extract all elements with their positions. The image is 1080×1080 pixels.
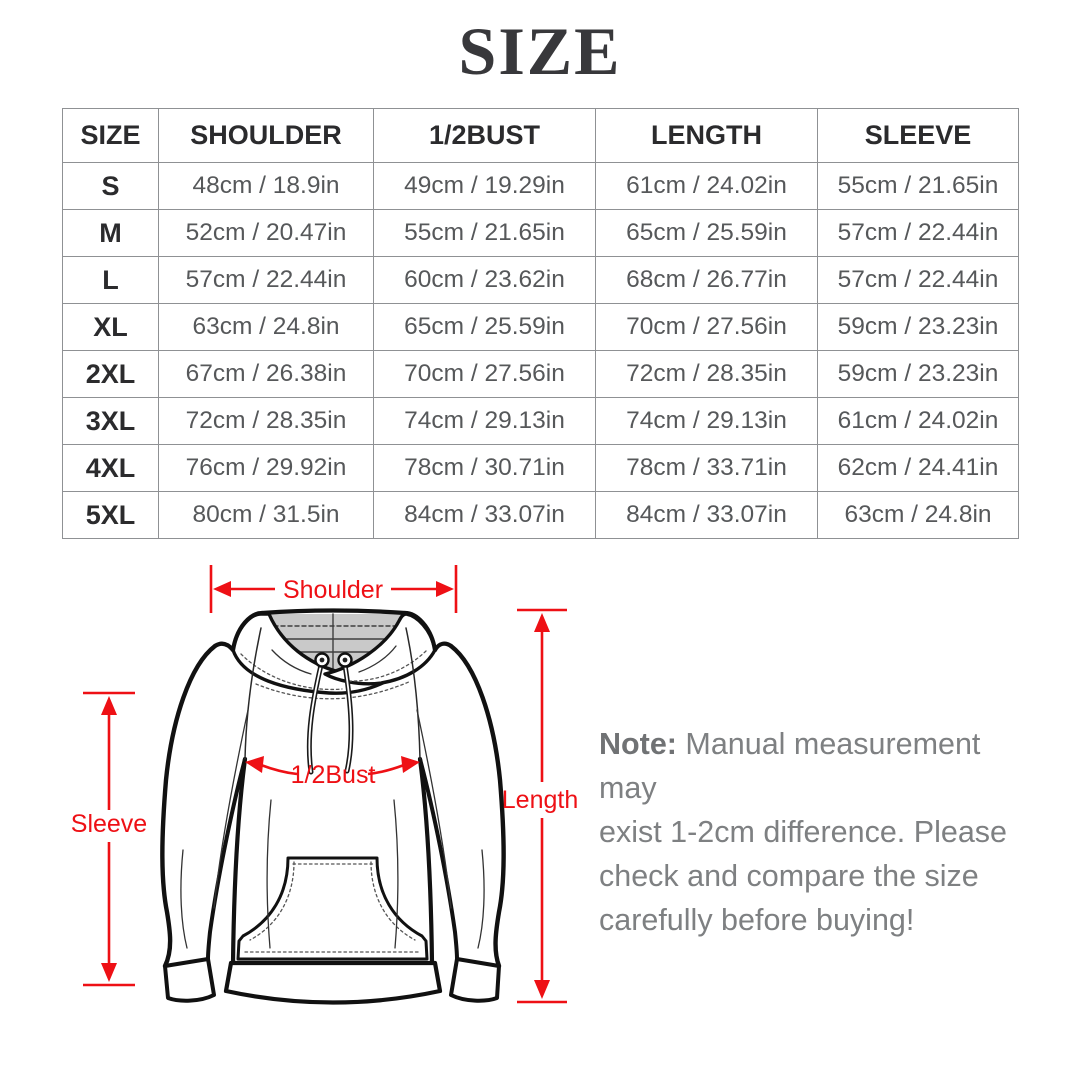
bust-arrow: 1/2Bust <box>245 756 420 789</box>
measurement-cell: 65cm / 25.59in <box>595 209 818 257</box>
cuff-left <box>163 957 216 1003</box>
note-line: check and compare the size <box>599 859 979 893</box>
table-row: L 57cm / 22.44in 60cm / 23.62in 68cm / 2… <box>62 256 1019 304</box>
measurement-cell: 80cm / 31.5in <box>158 491 374 539</box>
measurement-cell: 57cm / 22.44in <box>817 256 1019 304</box>
measurement-cell: 59cm / 23.23in <box>817 350 1019 398</box>
measurement-cell: 57cm / 22.44in <box>817 209 1019 257</box>
size-table: SIZE SHOULDER 1/2BUST LENGTH SLEEVE S 48… <box>62 108 1019 539</box>
measurement-cell: 72cm / 28.35in <box>158 397 374 445</box>
measurement-cell: 61cm / 24.02in <box>595 162 818 210</box>
note-line: carefully before buying! <box>599 903 915 937</box>
length-label: Length <box>502 786 578 814</box>
sleeve-arrow: Sleeve <box>71 691 147 987</box>
measurement-cell: 55cm / 21.65in <box>817 162 1019 210</box>
table-row: S 48cm / 18.9in 49cm / 19.29in 61cm / 24… <box>62 162 1019 210</box>
note-line: exist 1-2cm difference. Please <box>599 815 1007 849</box>
size-cell: XL <box>62 303 159 351</box>
shoulder-label: Shoulder <box>283 576 383 604</box>
size-cell: 2XL <box>62 350 159 398</box>
table-row: 4XL 76cm / 29.92in 78cm / 30.71in 78cm /… <box>62 444 1019 492</box>
page-title: SIZE <box>458 13 622 89</box>
table-row: XL 63cm / 24.8in 65cm / 25.59in 70cm / 2… <box>62 303 1019 351</box>
measurement-cell: 78cm / 33.71in <box>595 444 818 492</box>
measurement-cell: 74cm / 29.13in <box>373 397 596 445</box>
size-cell: 5XL <box>62 491 159 539</box>
table-row: 3XL 72cm / 28.35in 74cm / 29.13in 74cm /… <box>62 397 1019 445</box>
table-row: M 52cm / 20.47in 55cm / 21.65in 65cm / 2… <box>62 209 1019 257</box>
measurement-cell: 63cm / 24.8in <box>158 303 374 351</box>
hem-band <box>223 960 443 1005</box>
length-arrow: Length <box>502 608 578 1004</box>
size-cell: 4XL <box>62 444 159 492</box>
note-text: Note: Manual measurement may exist 1-2cm… <box>599 722 1039 942</box>
measurement-cell: 60cm / 23.62in <box>373 256 596 304</box>
measurement-cell: 84cm / 33.07in <box>595 491 818 539</box>
bust-label: 1/2Bust <box>291 761 376 789</box>
measurement-cell: 74cm / 29.13in <box>595 397 818 445</box>
measurement-cell: 59cm / 23.23in <box>817 303 1019 351</box>
note-label: Note: <box>599 727 677 761</box>
size-cell: L <box>62 256 159 304</box>
measurement-cell: 76cm / 29.92in <box>158 444 374 492</box>
table-row: 5XL 80cm / 31.5in 84cm / 33.07in 84cm / … <box>62 491 1019 539</box>
measurement-cell: 65cm / 25.59in <box>373 303 596 351</box>
measurement-cell: 48cm / 18.9in <box>158 162 374 210</box>
measurement-cell: 67cm / 26.38in <box>158 350 374 398</box>
measurement-cell: 63cm / 24.8in <box>817 491 1019 539</box>
size-cell: 3XL <box>62 397 159 445</box>
measurement-cell: 49cm / 19.29in <box>373 162 596 210</box>
measurement-cell: 70cm / 27.56in <box>595 303 818 351</box>
note-line: Note: Manual measurement may <box>599 727 981 805</box>
size-cell: M <box>62 209 159 257</box>
pocket <box>236 856 429 961</box>
hoodie-measurement-diagram: Shoulder 1/2Bust Length <box>71 565 578 1005</box>
column-header-shoulder: SHOULDER <box>158 108 374 163</box>
size-cell: S <box>62 162 159 210</box>
table-header-row: SIZE SHOULDER 1/2BUST LENGTH SLEEVE <box>62 108 1019 163</box>
measurement-cell: 70cm / 27.56in <box>373 350 596 398</box>
column-header-bust: 1/2BUST <box>373 108 596 163</box>
drawstrings <box>306 652 354 775</box>
measurement-cell: 68cm / 26.77in <box>595 256 818 304</box>
sleeve-label: Sleeve <box>71 810 147 838</box>
measurement-cell: 61cm / 24.02in <box>817 397 1019 445</box>
dimension-arrows: Shoulder 1/2Bust Length <box>71 565 578 1004</box>
measurement-cell: 62cm / 24.41in <box>817 444 1019 492</box>
measurement-cell: 57cm / 22.44in <box>158 256 374 304</box>
column-header-size: SIZE <box>62 108 159 163</box>
hoodie-illustration <box>160 608 506 1005</box>
measurement-cell: 55cm / 21.65in <box>373 209 596 257</box>
measurement-cell: 78cm / 30.71in <box>373 444 596 492</box>
cuff-right <box>449 957 501 1003</box>
measurement-cell: 72cm / 28.35in <box>595 350 818 398</box>
shoulder-arrow: Shoulder <box>209 565 458 613</box>
measurement-cell: 84cm / 33.07in <box>373 491 596 539</box>
table-row: 2XL 67cm / 26.38in 70cm / 27.56in 72cm /… <box>62 350 1019 398</box>
column-header-sleeve: SLEEVE <box>817 108 1019 163</box>
measurement-cell: 52cm / 20.47in <box>158 209 374 257</box>
column-header-length: LENGTH <box>595 108 818 163</box>
